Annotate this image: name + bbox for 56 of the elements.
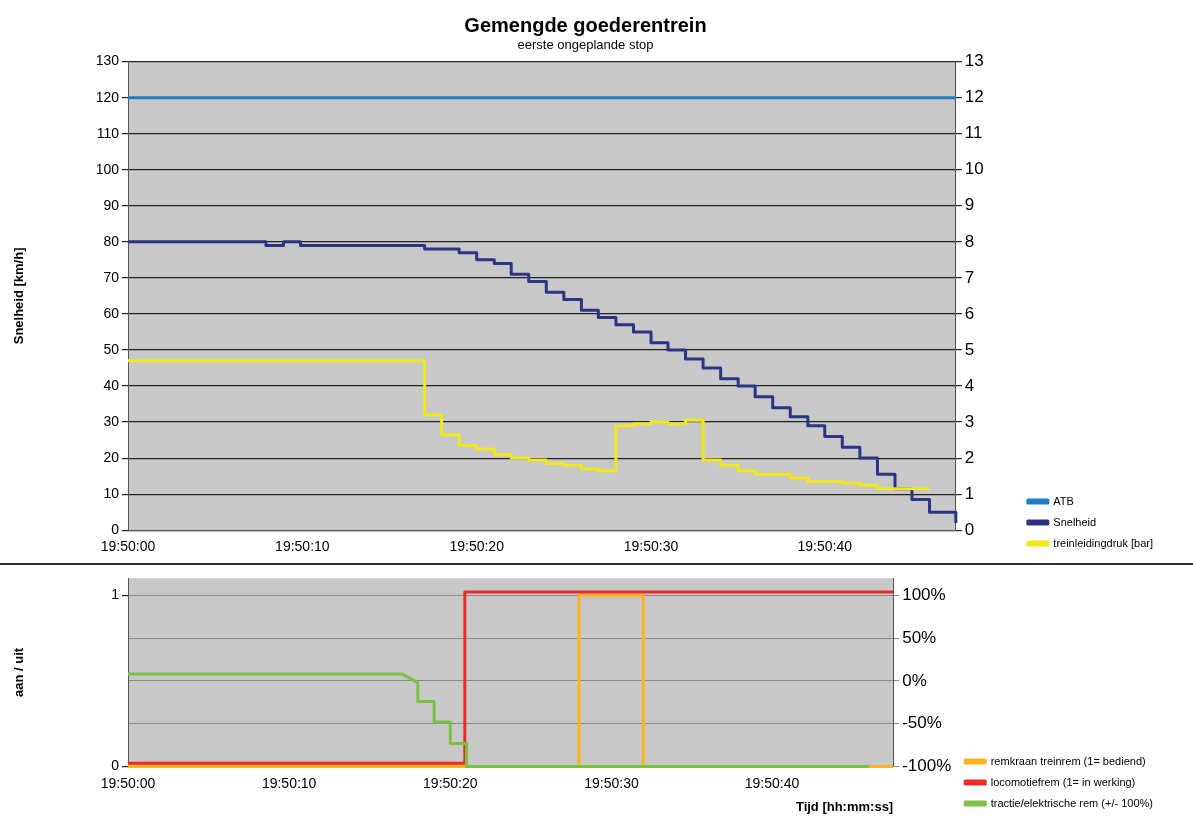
y2-tick-label: 11 (964, 123, 983, 143)
y-tick-label: 110 (96, 124, 120, 141)
y-tick-label: 0 (111, 521, 120, 538)
x-tick-label: 19:50:40 (797, 538, 853, 555)
x-tick-label: 19:50:00 (100, 538, 156, 555)
y-tick-label: 80 (103, 232, 120, 249)
legend-label: treinleidingdruk [bar] (1053, 536, 1154, 549)
y-tick-label: 0 (111, 757, 120, 774)
y-tick-label: 120 (95, 88, 120, 105)
x-axis-title: Tijd [hh:mm:ss] (795, 798, 894, 814)
y2-tick-label: -50% (902, 713, 942, 733)
y2-tick-label: 8 (964, 231, 975, 251)
y-tick-label: 1 (111, 586, 120, 603)
y2-tick-label: 100% (902, 585, 946, 605)
x-tick-label: 19:50:10 (275, 538, 330, 555)
x-tick-label: 19:50:30 (623, 538, 679, 555)
legend-label: tractie/elektrische rem (+/- 100%) (990, 796, 1154, 809)
y2-tick-label: 0% (902, 670, 927, 690)
y2-tick-label: 2 (964, 447, 975, 467)
y2-tick-label: 1 (964, 483, 975, 503)
y-tick-label: 10 (103, 485, 120, 502)
chart-subtitle: eerste ongeplande stop (517, 37, 654, 53)
y2-tick-label: 13 (964, 51, 984, 71)
y2-tick-label: 3 (964, 411, 975, 431)
y-tick-label: 30 (103, 412, 120, 429)
y2-tick-label: 7 (964, 267, 975, 287)
legend-label: remkraan treinrem (1= bediend) (990, 754, 1146, 767)
y-tick-label: 20 (103, 448, 120, 465)
y2-tick-label: 5 (964, 339, 975, 359)
y-tick-label: 60 (103, 304, 120, 321)
y2-tick-label: 9 (964, 195, 975, 215)
x-tick-label: 19:50:20 (423, 774, 478, 791)
y2-tick-label: 10 (964, 159, 984, 179)
chart-title: Gemengde goederentrein (464, 13, 707, 36)
y2-tick-label: 12 (964, 87, 984, 107)
x-tick-label: 19:50:00 (100, 774, 156, 791)
y2-tick-label: 6 (964, 303, 975, 323)
y2-tick-label: 0 (964, 519, 975, 539)
y-axis-title: aan / uit (11, 647, 27, 697)
y-tick-label: 90 (103, 196, 120, 213)
y2-tick-label: 50% (902, 627, 937, 647)
y-tick-label: 40 (103, 376, 120, 393)
y-tick-label: 130 (95, 52, 120, 69)
x-tick-label: 19:50:10 (261, 774, 317, 791)
x-tick-label: 19:50:40 (744, 774, 800, 791)
y-axis-title: Snelheid [km/h] (11, 247, 27, 345)
y-tick-label: 70 (103, 268, 120, 285)
x-tick-label: 19:50:20 (449, 538, 505, 555)
legend-label: Snelheid (1053, 515, 1097, 528)
y-tick-label: 50 (103, 340, 120, 357)
x-tick-label: 19:50:30 (584, 774, 639, 791)
y2-tick-label: -100% (902, 756, 952, 776)
y2-tick-label: 4 (964, 375, 975, 395)
y-tick-label: 100 (95, 160, 120, 177)
legend-label: ATB (1053, 494, 1074, 507)
legend-label: locomotiefrem (1= in werking) (990, 775, 1136, 788)
